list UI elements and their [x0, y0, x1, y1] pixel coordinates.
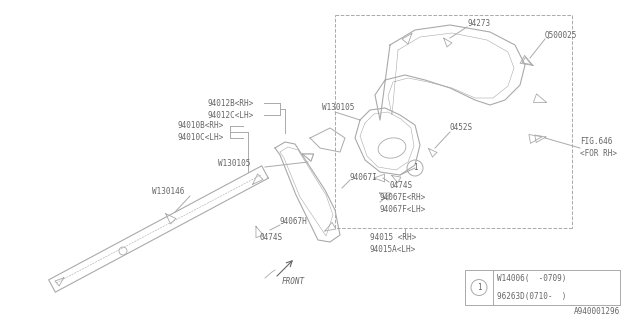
Text: 94067I: 94067I [350, 172, 378, 181]
Text: A940001296: A940001296 [573, 308, 620, 316]
Text: 96263D(0710-  ): 96263D(0710- ) [497, 292, 566, 300]
Text: FRONT: FRONT [282, 277, 305, 286]
Text: 94067E<RH>: 94067E<RH> [380, 194, 426, 203]
Text: 94012B<RH>: 94012B<RH> [208, 99, 254, 108]
Text: W130146: W130146 [152, 188, 184, 196]
Text: W14006(  -0709): W14006( -0709) [497, 275, 566, 284]
Text: 94015A<LH>: 94015A<LH> [370, 245, 416, 254]
Text: 0474S: 0474S [260, 234, 283, 243]
Text: 0452S: 0452S [450, 124, 473, 132]
Text: 94067H: 94067H [280, 218, 308, 227]
Text: W130105: W130105 [218, 158, 250, 167]
Text: Q500025: Q500025 [545, 30, 577, 39]
Text: 94015 <RH>: 94015 <RH> [370, 234, 416, 243]
Text: 1: 1 [477, 283, 481, 292]
Text: 94067F<LH>: 94067F<LH> [380, 205, 426, 214]
Text: 94012C<LH>: 94012C<LH> [208, 110, 254, 119]
Text: 0474S: 0474S [390, 180, 413, 189]
Text: FIG.646: FIG.646 [580, 138, 612, 147]
Text: 94010B<RH>: 94010B<RH> [178, 122, 224, 131]
Text: 94010C<LH>: 94010C<LH> [178, 133, 224, 142]
Text: <FOR RH>: <FOR RH> [580, 149, 617, 158]
Text: 1: 1 [413, 164, 417, 172]
Text: W130105: W130105 [322, 103, 355, 113]
Text: 94273: 94273 [468, 19, 491, 28]
